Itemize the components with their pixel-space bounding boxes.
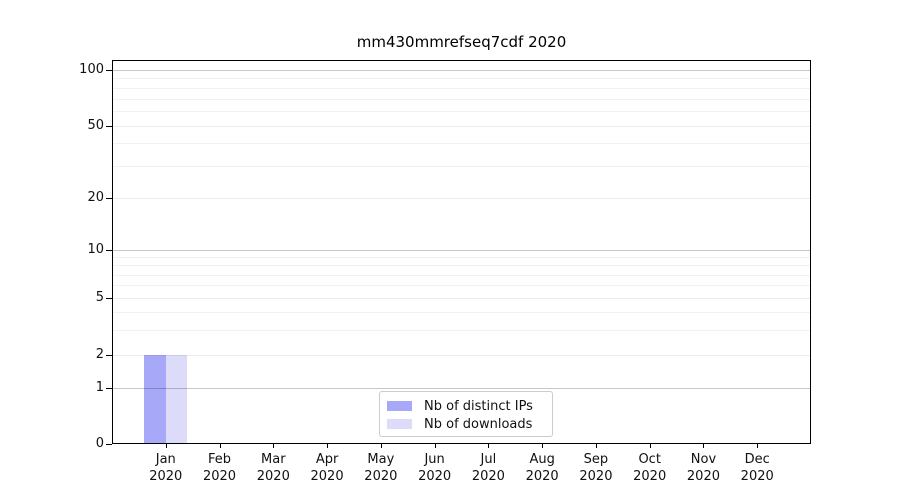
- bar-series-0-month-0: [144, 355, 166, 443]
- y-tick-label-5: 5: [95, 290, 104, 305]
- gridline-minor-6: [113, 285, 810, 287]
- x-tick-year: 2020: [740, 469, 774, 484]
- gridline-major-2: [113, 355, 810, 357]
- gridline-minor-80: [113, 87, 810, 89]
- x-tick-label-Nov: Nov 2020: [671, 451, 735, 485]
- bar-series-1-month-0: [165, 355, 188, 443]
- y-tick-label-20: 20: [87, 190, 104, 205]
- y-tick-1: [106, 387, 112, 389]
- y-tick-2: [106, 355, 112, 357]
- chart-title: mm430mmrefseq7cdf 2020: [356, 33, 567, 51]
- y-tick-50: [106, 125, 112, 127]
- y-tick-0: [106, 444, 112, 445]
- x-tick-month: Oct: [638, 452, 661, 467]
- x-tick-month: Mar: [261, 452, 286, 467]
- y-tick-label-50: 50: [87, 117, 104, 133]
- x-tick-Nov: [703, 444, 705, 448]
- y-tick-label-0: 0: [95, 436, 104, 451]
- gridline-minor-7: [113, 274, 810, 276]
- x-tick-label-Jan: Jan 2020: [134, 451, 198, 485]
- x-tick-year: 2020: [633, 469, 667, 484]
- x-tick-year: 2020: [686, 469, 720, 484]
- y-tick-10: [106, 250, 112, 251]
- x-tick-month: Jul: [480, 452, 497, 467]
- y-tick-label-1: 1: [95, 379, 104, 395]
- gridline-major-20: [113, 198, 810, 199]
- legend-swatch-downloads: [387, 419, 412, 429]
- x-tick-year: 2020: [525, 469, 559, 484]
- x-tick-label-Apr: Apr 2020: [295, 451, 359, 485]
- x-tick-month: Jan: [155, 452, 176, 467]
- gridline-major-100: [113, 69, 810, 71]
- legend-item-downloads: Nb of downloads: [387, 415, 552, 433]
- gridline-major-50: [113, 125, 810, 127]
- legend-label-downloads: Nb of downloads: [424, 416, 533, 432]
- x-tick-month: Aug: [529, 452, 555, 467]
- gridline-minor-70: [113, 98, 810, 100]
- x-tick-label-May: May 2020: [349, 451, 413, 485]
- x-tick-label-Feb: Feb 2020: [188, 451, 252, 485]
- gridline-minor-4: [113, 312, 810, 313]
- x-tick-label-Mar: Mar 2020: [241, 451, 305, 485]
- gridline-major-10: [113, 250, 810, 251]
- x-tick-Mar: [273, 444, 275, 448]
- x-tick-label-Jul: Jul 2020: [456, 451, 520, 485]
- x-tick-month: Dec: [744, 452, 770, 467]
- gridline-minor-90: [113, 78, 810, 80]
- x-tick-Sep: [595, 444, 597, 448]
- x-tick-month: Sep: [583, 452, 609, 467]
- x-tick-year: 2020: [310, 469, 344, 484]
- plot-area: [112, 60, 811, 444]
- x-tick-year: 2020: [418, 469, 452, 484]
- x-tick-label-Oct: Oct 2020: [618, 451, 682, 485]
- legend-item-distinct-ips: Nb of distinct IPs: [387, 397, 552, 415]
- x-tick-Aug: [542, 444, 544, 448]
- x-tick-label-Dec: Dec 2020: [725, 451, 789, 485]
- gridline-minor-8: [113, 265, 810, 267]
- legend-label-distinct-ips: Nb of distinct IPs: [424, 398, 533, 414]
- x-tick-Jul: [488, 444, 490, 448]
- x-tick-Oct: [649, 444, 651, 448]
- legend: Nb of distinct IPs Nb of downloads: [379, 391, 553, 437]
- x-tick-Feb: [219, 444, 221, 448]
- gridline-minor-60: [113, 110, 810, 112]
- x-tick-month: Feb: [208, 452, 232, 467]
- y-tick-100: [106, 69, 112, 71]
- x-tick-month: Nov: [690, 452, 717, 467]
- x-tick-Jan: [165, 444, 167, 448]
- x-tick-month: Apr: [315, 452, 339, 467]
- gridline-minor-3: [113, 330, 810, 332]
- x-tick-year: 2020: [471, 469, 505, 484]
- x-tick-year: 2020: [256, 469, 290, 484]
- x-tick-year: 2020: [149, 469, 183, 484]
- gridline-minor-9: [113, 257, 810, 259]
- gridline-minor-30: [113, 165, 810, 167]
- legend-swatch-distinct-ips: [387, 401, 412, 411]
- x-tick-Dec: [757, 444, 759, 448]
- x-tick-Jun: [434, 444, 436, 448]
- y-tick-label-100: 100: [79, 61, 104, 77]
- y-tick-label-2: 2: [95, 347, 104, 363]
- x-tick-label-Jun: Jun 2020: [403, 451, 467, 485]
- gridline-major-1: [113, 387, 810, 389]
- y-tick-label-10: 10: [87, 242, 104, 257]
- x-tick-year: 2020: [579, 469, 613, 484]
- x-tick-month: May: [367, 452, 395, 467]
- x-tick-May: [380, 444, 382, 448]
- gridline-minor-40: [113, 143, 810, 145]
- x-tick-Apr: [327, 444, 329, 448]
- x-tick-year: 2020: [364, 469, 398, 484]
- x-tick-month: Jun: [424, 452, 445, 467]
- y-tick-20: [106, 198, 112, 199]
- x-tick-label-Sep: Sep 2020: [564, 451, 628, 485]
- x-tick-year: 2020: [202, 469, 237, 484]
- y-tick-5: [106, 298, 112, 299]
- gridline-major-5: [113, 298, 810, 299]
- x-tick-label-Aug: Aug 2020: [510, 451, 574, 485]
